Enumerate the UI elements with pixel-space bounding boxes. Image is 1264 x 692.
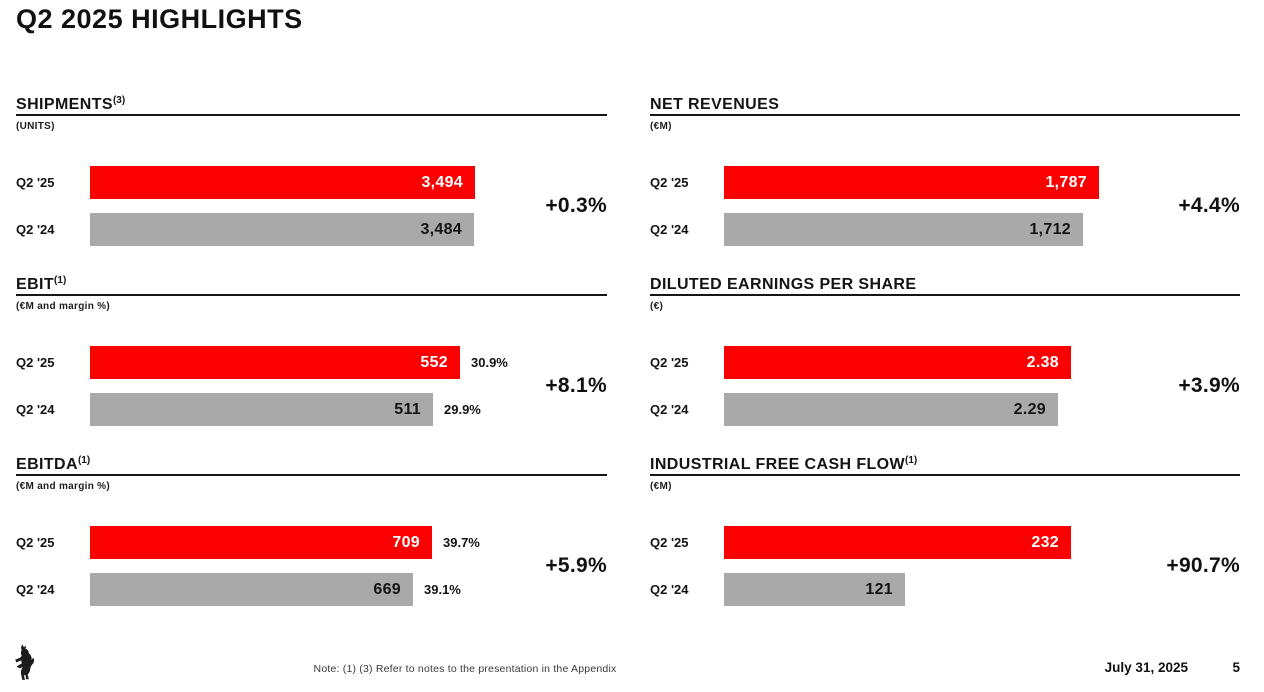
bar-shipments-q2-25: 3,494: [90, 166, 475, 199]
margin-percent-label: 29.9%: [444, 402, 481, 417]
category-label-q2-25: Q2 '25: [650, 355, 689, 370]
slide-date: July 31, 2025: [1104, 660, 1188, 675]
panel-unit-subtitle: (€M): [650, 121, 672, 132]
bar-value-label: 3,494: [421, 173, 463, 191]
category-label-q2-25: Q2 '25: [650, 175, 689, 190]
bar-row-q2-25: Q2 '25 3,494: [16, 166, 475, 199]
kpi-panels-grid: SHIPMENTS(3) (UNITS) Q2 '25 3,494 Q2 '24…: [16, 95, 1240, 616]
category-label-q2-25: Q2 '25: [16, 175, 55, 190]
bar-ebit-q2-24: 511: [90, 393, 433, 426]
bar-ebitda-q2-25: 709: [90, 526, 432, 559]
bar-shipments-q2-24: 3,484: [90, 213, 474, 246]
page-title: Q2 2025 HIGHLIGHTS: [16, 4, 303, 34]
yoy-change-label: +3.9%: [1178, 374, 1240, 397]
footnote-text: Note: (1) (3) Refer to notes to the pres…: [313, 663, 617, 675]
bar-value-label: 1,787: [1045, 173, 1087, 191]
panel-title-text: EBIT: [16, 276, 55, 293]
bar-ebitda-q2-24: 669: [90, 573, 413, 606]
bar-industrial-free-cash-flow-q2-25: 232: [724, 526, 1071, 559]
panel-unit-subtitle: (€): [650, 301, 664, 312]
panel-industrial-free-cash-flow: INDUSTRIAL FREE CASH FLOW(1) (€M) Q2 '25…: [650, 455, 1240, 616]
category-label-q2-25: Q2 '25: [650, 535, 689, 550]
bar-value-label: 3,484: [420, 220, 462, 238]
panel-ebit: EBIT(1) (€M and margin %) Q2 '25 552 30.…: [16, 275, 607, 436]
panel-title-text: DILUTED EARNINGS PER SHARE: [650, 276, 917, 293]
bar-row-q2-25: Q2 '25 709 39.7%: [16, 526, 480, 559]
bar-diluted-eps-q2-25: 2.38: [724, 346, 1071, 379]
bar-row-q2-24: Q2 '24 121: [650, 573, 905, 606]
panel-title-footnote-ref: (1): [905, 455, 918, 466]
panel-unit-subtitle: (€M): [650, 481, 672, 492]
panel-title: DILUTED EARNINGS PER SHARE: [650, 276, 1240, 296]
bar-row-q2-25: Q2 '25 2.38: [650, 346, 1071, 379]
category-label-q2-24: Q2 '24: [650, 402, 689, 417]
bar-row-q2-24: Q2 '24 1,712: [650, 213, 1083, 246]
panel-net-revenues: NET REVENUES (€M) Q2 '25 1,787 Q2 '24 1,…: [650, 96, 1240, 256]
category-label-q2-24: Q2 '24: [16, 402, 55, 417]
panel-unit-subtitle: (UNITS): [16, 121, 55, 132]
yoy-change-label: +4.4%: [1178, 194, 1240, 217]
panel-title-footnote-ref: (3): [112, 95, 126, 106]
category-label-q2-24: Q2 '24: [650, 582, 689, 597]
panel-title-footnote-ref: (1): [77, 455, 91, 466]
bar-row-q2-24: Q2 '24 2.29: [650, 393, 1058, 426]
bar-net-revenues-q2-24: 1,712: [724, 213, 1083, 246]
bar-row-q2-24: Q2 '24 511 29.9%: [16, 393, 481, 426]
category-label-q2-24: Q2 '24: [16, 222, 55, 237]
margin-percent-label: 39.1%: [424, 582, 461, 597]
panel-unit-subtitle: (€M and margin %): [16, 481, 110, 492]
panel-title: EBITDA(1): [16, 455, 607, 476]
bar-value-label: 669: [373, 580, 401, 598]
panel-shipments: SHIPMENTS(3) (UNITS) Q2 '25 3,494 Q2 '24…: [16, 95, 607, 256]
panel-diluted-eps: DILUTED EARNINGS PER SHARE (€) Q2 '25 2.…: [650, 276, 1240, 436]
bar-row-q2-24: Q2 '24 669 39.1%: [16, 573, 461, 606]
panel-title-text: NET REVENUES: [650, 96, 780, 113]
category-label-q2-25: Q2 '25: [16, 355, 55, 370]
bar-value-label: 552: [420, 353, 448, 371]
panel-title: NET REVENUES: [650, 96, 1240, 116]
panel-unit-subtitle: (€M and margin %): [16, 301, 110, 312]
bar-value-label: 1,712: [1029, 220, 1071, 238]
margin-percent-label: 30.9%: [471, 355, 508, 370]
bar-row-q2-25: Q2 '25 552 30.9%: [16, 346, 508, 379]
yoy-change-label: +0.3%: [545, 194, 607, 217]
bar-row-q2-25: Q2 '25 1,787: [650, 166, 1099, 199]
bar-diluted-eps-q2-24: 2.29: [724, 393, 1058, 426]
panel-title-text: INDUSTRIAL FREE CASH FLOW: [650, 456, 906, 473]
category-label-q2-25: Q2 '25: [16, 535, 55, 550]
bar-row-q2-25: Q2 '25 232: [650, 526, 1071, 559]
panel-title-text: EBITDA: [16, 456, 78, 473]
bar-value-label: 511: [394, 400, 421, 418]
yoy-change-label: +90.7%: [1166, 554, 1240, 577]
panel-title-footnote-ref: (1): [54, 275, 67, 286]
page-number: 5: [1232, 660, 1240, 675]
bar-industrial-free-cash-flow-q2-24: 121: [724, 573, 905, 606]
ferrari-prancing-horse-logo-icon: [14, 644, 36, 682]
bar-ebit-q2-25: 552: [90, 346, 460, 379]
yoy-change-label: +5.9%: [545, 554, 607, 577]
bar-row-q2-24: Q2 '24 3,484: [16, 213, 474, 246]
bar-net-revenues-q2-25: 1,787: [724, 166, 1099, 199]
panel-title: EBIT(1): [16, 275, 607, 296]
bar-value-label: 121: [865, 580, 893, 598]
margin-percent-label: 39.7%: [443, 535, 480, 550]
panel-title-text: SHIPMENTS: [16, 96, 113, 113]
panel-title: SHIPMENTS(3): [16, 95, 607, 116]
panel-title: INDUSTRIAL FREE CASH FLOW(1): [650, 455, 1240, 476]
bar-value-label: 709: [392, 533, 420, 551]
panel-ebitda: EBITDA(1) (€M and margin %) Q2 '25 709 3…: [16, 455, 607, 616]
category-label-q2-24: Q2 '24: [16, 582, 55, 597]
category-label-q2-24: Q2 '24: [650, 222, 689, 237]
bar-value-label: 232: [1031, 533, 1059, 551]
yoy-change-label: +8.1%: [545, 374, 607, 397]
bar-value-label: 2.38: [1026, 353, 1059, 371]
bar-value-label: 2.29: [1013, 400, 1046, 418]
